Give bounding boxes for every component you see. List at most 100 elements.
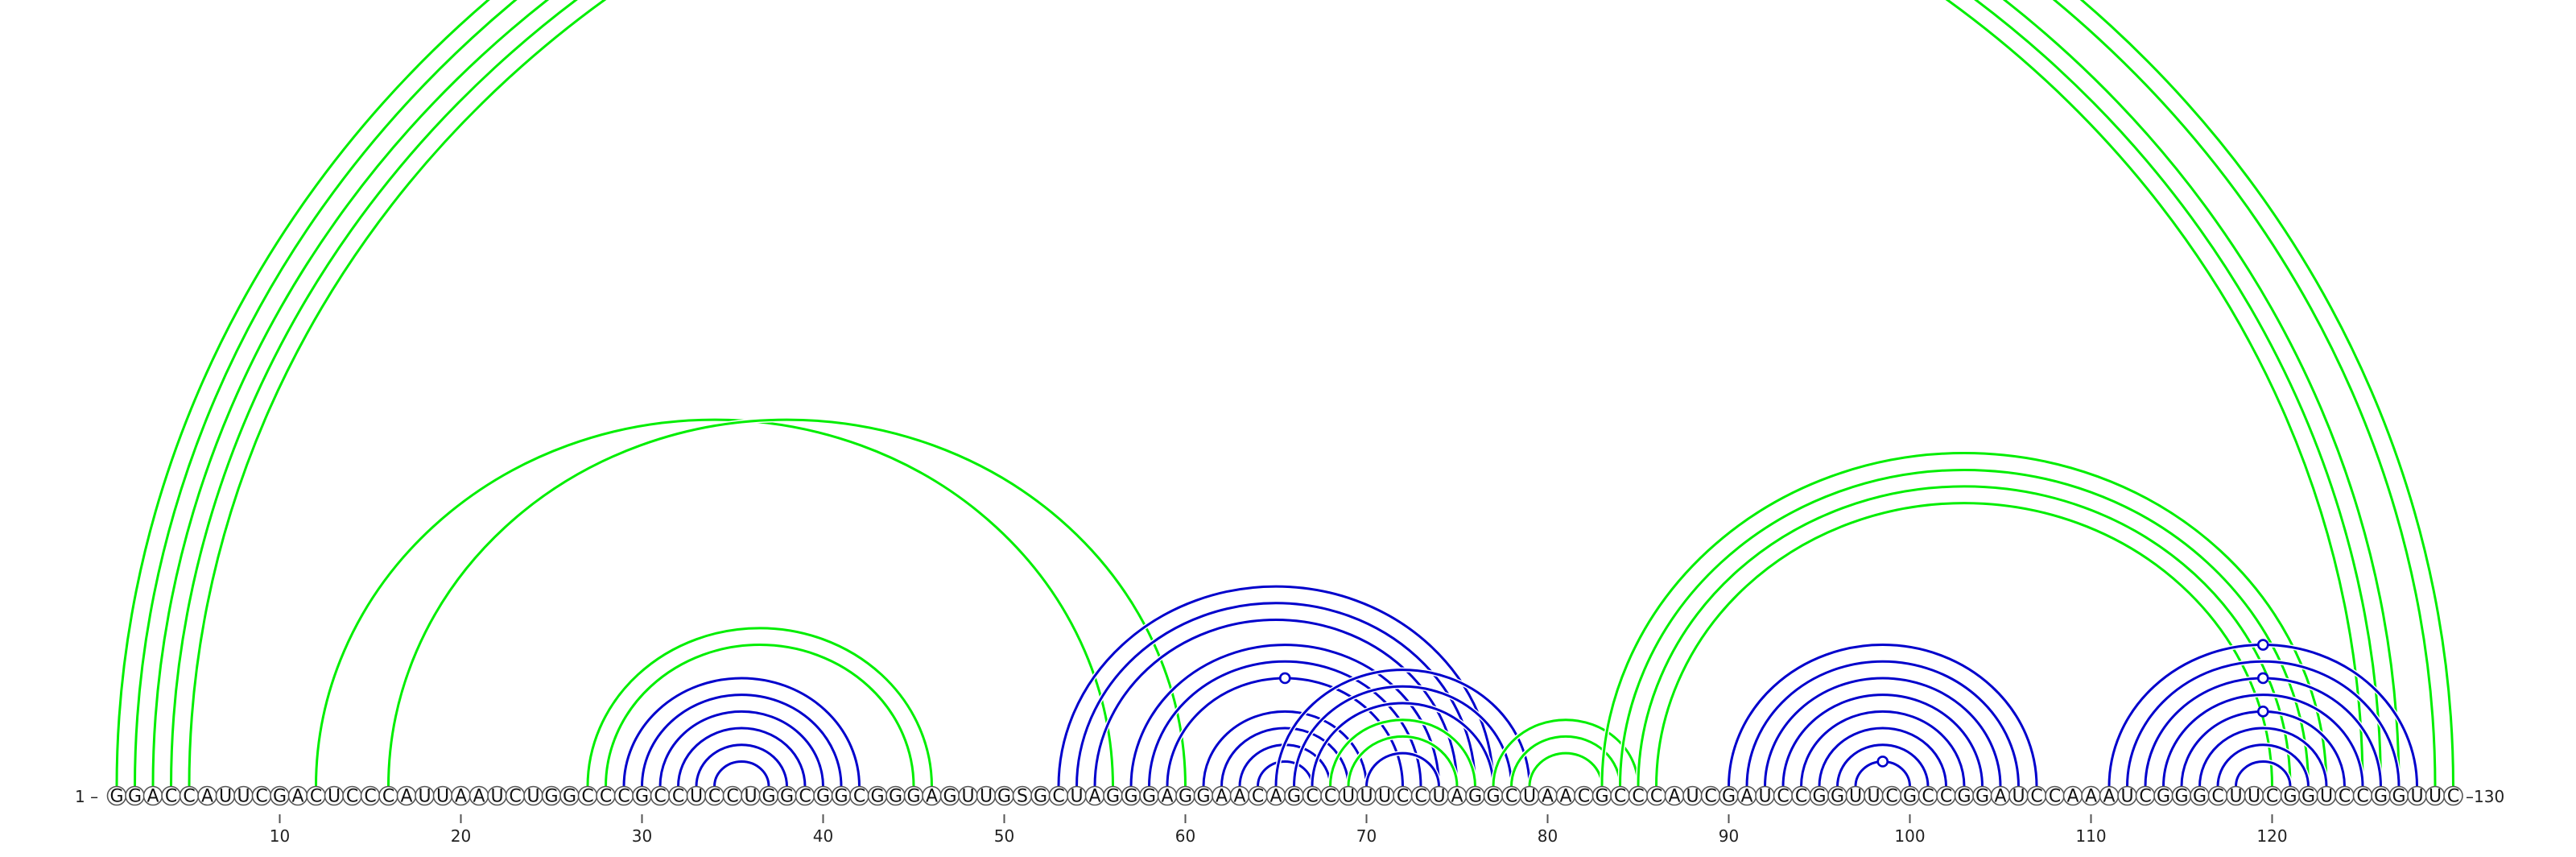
nucleotide-104: G [1972,785,1992,807]
nucleotide-letter: G [1196,787,1210,807]
nucleotide-91: A [1736,785,1757,807]
nucleotide-letter: C [600,787,612,807]
nucleotide-letter: C [2139,787,2151,807]
nucleotide-77: G [1483,785,1504,807]
base-pair-arc-30-41 [641,693,843,787]
nucleotide-4: C [161,785,181,807]
nucleotide-letter: C [654,787,666,807]
nucleotide-100: G [1900,785,1920,807]
base-pair-arc-31-40 [658,710,824,787]
nucleotide-6: A [197,785,217,807]
nucleotide-letter: C [1632,787,1644,807]
nucleotide-117: C [2207,785,2228,807]
nucleotide-1: G [106,785,127,807]
nucleotide-letter: U [237,787,250,807]
nucleotide-letter: U [1360,787,1373,807]
nucleotide-letter: C [2339,787,2351,807]
nucleotide-24: U [523,785,543,807]
arc-halo [1056,584,1496,787]
nucleotide-letter: G [128,787,142,807]
nucleotide-78: C [1501,785,1521,807]
nucleotide-letter: G [544,787,558,807]
tick-label: 110 [2075,826,2106,846]
base-pair-arc-86-120 [1655,502,2273,787]
nucleotide-89: C [1700,785,1721,807]
nucleotide-letter: C [581,787,593,807]
nucleotide-54: U [1067,785,1087,807]
nucleotide-letter: U [690,787,703,807]
base-pair-arcs [114,0,2456,787]
nucleotide-letter: U [2320,787,2333,807]
nucleotide-105: A [1990,785,2011,807]
nucleotide-letter: C [1795,787,1807,807]
nucleotide-16: C [378,785,398,807]
base-pair-arc-92-105 [1764,677,2002,787]
nucleotide-letter: G [906,787,920,807]
nucleotide-letter: C [1650,787,1662,807]
nucleotide-17: A [396,785,417,807]
nucleotide-letter: C [799,787,811,807]
base-pair-arc-64-67 [1257,760,1314,787]
nucleotide-108: C [2045,785,2065,807]
nucleotide-93: C [1773,785,1794,807]
base-pair-arc-112-127 [2126,660,2401,787]
nucleotide-71: U [1374,785,1395,807]
nucleotide-letter: A [147,787,159,807]
nucleotide-3: A [142,785,163,807]
nucleotide-103: G [1954,785,1975,807]
base-pair-arc-70-74 [1365,751,1440,787]
nucleotide-56: G [1103,785,1123,807]
nucleotide-letter: S [1017,787,1028,807]
nucleotide-72: C [1393,785,1413,807]
nucleotide-79: U [1519,785,1540,807]
base-pair-arc-116-123 [2198,727,2328,787]
base-pair-arc-94-103 [1800,710,1966,787]
nucleotide-21: A [469,785,489,807]
nucleotide-letter: C [1614,787,1626,807]
nucleotide-letter: G [2374,787,2388,807]
nucleotide-31: C [650,785,671,807]
nucleotide-letter: A [455,787,467,807]
nucleotide-letter: U [1758,787,1771,807]
nucleotide-83: G [1591,785,1612,807]
nucleotide-letter: A [400,787,412,807]
nucleotide-circle [2443,785,2463,806]
nucleotide-87: A [1664,785,1685,807]
nucleotide-61: G [1193,785,1214,807]
nucleotide-49: U [976,785,997,807]
nucleotide-letter: A [1740,787,1752,807]
arc-apex-marker [1278,672,1291,685]
nucleotide-69: U [1338,785,1359,807]
nucleotide-letter: G [2157,787,2170,807]
base-pair-arc-33-38 [695,743,788,787]
nucleotide-letter: G [762,787,775,807]
nucleotide-45: G [903,785,924,807]
nucleotide-40: G [813,785,833,807]
nucleotide-letter: A [1668,787,1680,807]
nucleotide-letter: C [1324,787,1336,807]
nucleotide-53: C [1048,785,1069,807]
nucleotide-122: G [2298,785,2318,807]
nucleotide-36: U [741,785,761,807]
tick-label: 60 [1175,826,1195,846]
base-pair-arc-62-69 [1220,727,1350,787]
nucleotide-109: A [2062,785,2083,807]
nucleotide-letter: G [273,787,287,807]
nucleotide-37: G [758,785,779,807]
arc-halo [1527,751,1604,787]
nucleotide-130: C [2443,785,2463,807]
nucleotide-39: C [795,785,815,807]
nucleotide-107: C [2026,785,2047,807]
base-pair-arc-117-122 [2216,743,2310,787]
arc-halo [639,692,844,787]
base-pair-arc-34-37 [713,760,770,787]
nucleotide-38: G [777,785,797,807]
nucleotide-65: A [1265,785,1286,807]
nucleotide-29: C [613,785,634,807]
nucleotide-letter: U [1867,787,1880,807]
nucleotide-110: A [2081,785,2101,807]
nucleotide-letter: G [1957,787,1971,807]
nucleotide-letter: U [2229,787,2242,807]
